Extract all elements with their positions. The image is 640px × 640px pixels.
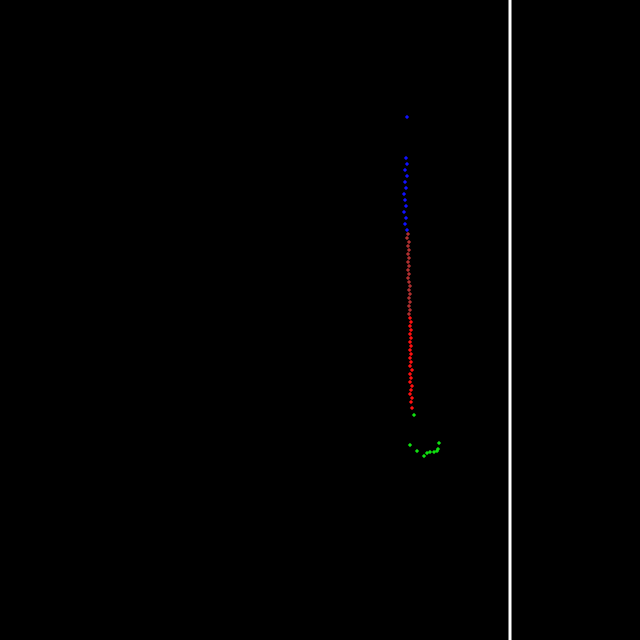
data-point-series-0-1	[403, 155, 409, 161]
data-point-series-2-16	[407, 379, 413, 385]
data-point-series-2-14	[407, 371, 413, 377]
data-point-series-1-16	[406, 295, 412, 301]
data-point-series-3-2	[414, 448, 420, 454]
data-point-series-1-4	[406, 247, 412, 253]
data-point-series-2-5	[408, 335, 414, 341]
data-point-series-2-0	[407, 315, 413, 321]
data-point-series-2-18	[408, 387, 414, 393]
data-point-series-1-8	[406, 263, 412, 269]
data-point-series-2-12	[407, 363, 413, 369]
data-point-series-2-4	[407, 331, 413, 337]
point-marks	[401, 114, 442, 459]
data-point-series-0-13	[404, 227, 410, 233]
data-point-series-1-2	[406, 239, 412, 245]
data-point-series-2-20	[409, 395, 415, 401]
data-point-series-2-17	[409, 383, 415, 389]
data-point-series-1-0	[405, 231, 411, 237]
data-point-series-1-18	[406, 303, 412, 309]
data-point-series-1-5	[405, 251, 411, 257]
data-point-series-1-15	[407, 291, 413, 297]
data-point-series-1-3	[405, 243, 411, 249]
data-point-series-1-6	[406, 255, 412, 261]
data-point-series-2-22	[409, 405, 415, 411]
data-point-series-0-10	[401, 209, 407, 215]
data-point-series-3-1	[407, 442, 413, 448]
data-point-series-1-20	[406, 311, 412, 317]
data-point-series-1-17	[407, 299, 413, 305]
data-point-series-1-9	[405, 267, 411, 273]
data-point-series-3-9	[436, 440, 442, 446]
data-point-series-0-4	[404, 173, 410, 179]
data-point-series-0-5	[402, 179, 408, 185]
data-point-series-2-10	[407, 355, 413, 361]
data-point-series-2-8	[407, 347, 413, 353]
data-point-series-1-19	[407, 307, 413, 313]
data-point-series-0-8	[402, 197, 408, 203]
data-point-series-2-15	[408, 375, 414, 381]
data-point-series-2-3	[408, 327, 414, 333]
data-point-series-1-13	[407, 283, 413, 289]
data-point-series-3-3	[421, 453, 427, 459]
data-point-series-0-9	[403, 203, 409, 209]
data-point-series-2-6	[407, 339, 413, 345]
data-point-series-0-2	[404, 161, 410, 167]
data-point-series-2-2	[407, 323, 413, 329]
data-point-series-3-8	[435, 446, 441, 452]
data-point-series-1-12	[406, 279, 412, 285]
data-point-series-0-3	[402, 167, 408, 173]
data-point-series-0-7	[401, 191, 407, 197]
data-point-series-0-6	[403, 185, 409, 191]
data-point-series-3-5	[427, 449, 433, 455]
data-point-series-1-7	[405, 259, 411, 265]
data-point-series-2-9	[408, 351, 414, 357]
data-point-series-0-11	[403, 215, 409, 221]
data-point-series-1-14	[406, 287, 412, 293]
data-point-series-2-11	[408, 359, 414, 365]
data-point-series-2-19	[407, 391, 413, 397]
data-point-series-3-0	[411, 412, 417, 418]
data-point-series-1-10	[406, 271, 412, 277]
data-point-series-2-7	[408, 343, 414, 349]
data-point-series-2-21	[408, 399, 414, 405]
data-point-series-2-13	[409, 367, 415, 373]
data-point-series-1-1	[404, 235, 410, 241]
data-point-series-2-1	[408, 319, 414, 325]
data-point-series-0-12	[402, 221, 408, 227]
data-point-series-1-11	[405, 275, 411, 281]
